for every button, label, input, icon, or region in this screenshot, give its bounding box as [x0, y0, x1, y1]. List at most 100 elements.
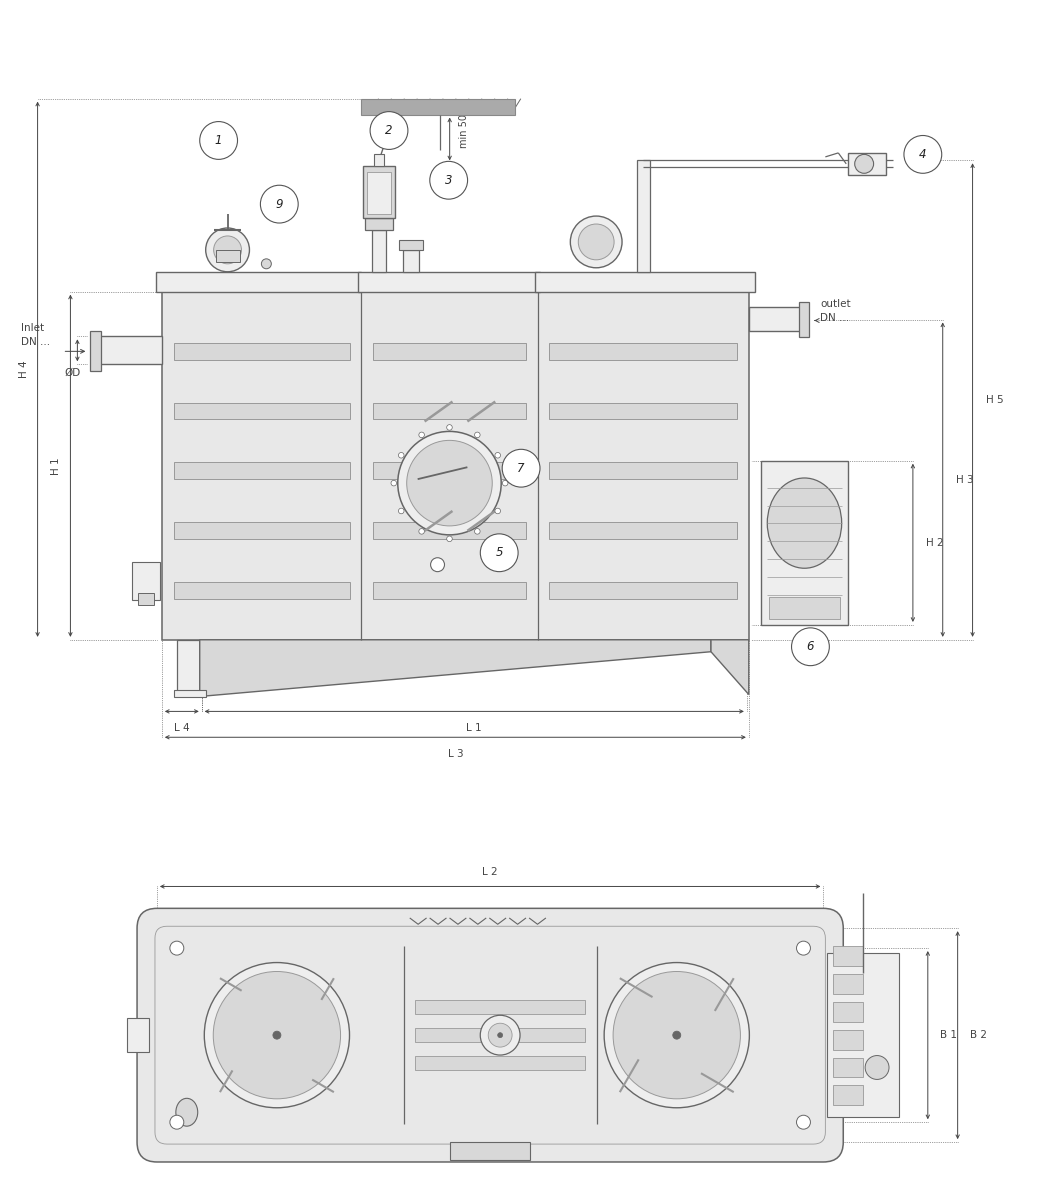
- Circle shape: [370, 112, 408, 150]
- Text: 3: 3: [445, 174, 452, 187]
- Bar: [174, 582, 349, 599]
- Circle shape: [447, 425, 452, 431]
- Circle shape: [397, 432, 501, 535]
- Circle shape: [614, 972, 740, 1099]
- Circle shape: [502, 449, 540, 487]
- Circle shape: [474, 528, 480, 534]
- Ellipse shape: [768, 478, 841, 569]
- Bar: [156, 271, 362, 292]
- Text: L 2: L 2: [483, 866, 498, 876]
- Text: DN ...: DN ...: [821, 312, 850, 323]
- Circle shape: [204, 962, 349, 1108]
- Bar: [174, 690, 206, 697]
- Circle shape: [495, 452, 500, 458]
- Bar: [535, 271, 755, 292]
- Bar: [374, 155, 384, 167]
- Circle shape: [419, 432, 424, 438]
- Bar: [415, 1056, 584, 1070]
- Circle shape: [488, 1024, 512, 1048]
- Text: H 5: H 5: [986, 395, 1004, 406]
- Circle shape: [578, 224, 614, 260]
- Bar: [833, 946, 863, 966]
- Bar: [833, 1030, 863, 1050]
- Bar: [367, 173, 391, 214]
- Text: 4: 4: [919, 148, 927, 161]
- Circle shape: [495, 508, 500, 514]
- Bar: [174, 522, 349, 539]
- Bar: [372, 230, 386, 271]
- Text: H 3: H 3: [956, 475, 973, 485]
- Bar: [373, 522, 525, 539]
- Bar: [138, 593, 154, 605]
- Bar: [415, 1028, 584, 1042]
- Bar: [174, 402, 349, 420]
- Bar: [363, 167, 395, 218]
- Circle shape: [673, 1031, 681, 1039]
- Circle shape: [260, 185, 298, 223]
- Circle shape: [498, 1033, 502, 1038]
- Text: DN ...: DN ...: [21, 337, 50, 347]
- Circle shape: [797, 1115, 810, 1129]
- Circle shape: [398, 452, 404, 458]
- Bar: [415, 1001, 584, 1014]
- Circle shape: [797, 941, 810, 955]
- Text: L 3: L 3: [447, 749, 463, 760]
- Circle shape: [430, 161, 468, 199]
- Circle shape: [502, 480, 508, 486]
- Text: 7: 7: [517, 462, 525, 475]
- Circle shape: [904, 136, 942, 173]
- Circle shape: [272, 1031, 281, 1039]
- Circle shape: [480, 1015, 520, 1055]
- Bar: [828, 953, 899, 1117]
- Text: L 1: L 1: [466, 724, 483, 733]
- Bar: [373, 582, 525, 599]
- Circle shape: [419, 528, 424, 534]
- Bar: [402, 250, 419, 271]
- Bar: [549, 582, 736, 599]
- Bar: [636, 161, 650, 271]
- Text: 5: 5: [495, 546, 503, 559]
- Polygon shape: [200, 640, 711, 696]
- Bar: [215, 250, 239, 262]
- Bar: [833, 1002, 863, 1021]
- Text: H 4: H 4: [19, 360, 29, 378]
- Circle shape: [474, 432, 480, 438]
- Bar: [549, 402, 736, 420]
- Bar: [833, 1057, 863, 1078]
- Text: B 1: B 1: [940, 1030, 957, 1040]
- Circle shape: [261, 259, 271, 269]
- Bar: [100, 336, 162, 365]
- Circle shape: [570, 216, 622, 268]
- Circle shape: [865, 1056, 889, 1080]
- Text: ØD: ØD: [64, 368, 80, 378]
- Circle shape: [855, 155, 874, 173]
- Text: 9: 9: [276, 198, 283, 211]
- Bar: [769, 598, 840, 619]
- Text: Inlet: Inlet: [21, 324, 44, 334]
- Circle shape: [213, 236, 241, 264]
- Text: H 2: H 2: [926, 538, 943, 548]
- Circle shape: [407, 440, 492, 526]
- Bar: [373, 343, 525, 360]
- Bar: [549, 522, 736, 539]
- Circle shape: [447, 536, 452, 541]
- Bar: [833, 1085, 863, 1105]
- Circle shape: [170, 1115, 184, 1129]
- Bar: [162, 292, 749, 640]
- Circle shape: [213, 972, 340, 1099]
- Bar: [373, 402, 525, 420]
- Text: H 1: H 1: [52, 457, 61, 474]
- Circle shape: [200, 121, 237, 160]
- Circle shape: [791, 628, 829, 666]
- Circle shape: [604, 962, 750, 1108]
- Bar: [799, 301, 809, 337]
- Circle shape: [206, 228, 250, 271]
- Bar: [132, 563, 160, 600]
- Text: 6: 6: [807, 641, 814, 653]
- Bar: [849, 152, 886, 175]
- Polygon shape: [711, 640, 749, 695]
- Bar: [361, 98, 515, 115]
- Bar: [174, 462, 349, 479]
- Bar: [90, 331, 101, 371]
- FancyBboxPatch shape: [137, 908, 843, 1162]
